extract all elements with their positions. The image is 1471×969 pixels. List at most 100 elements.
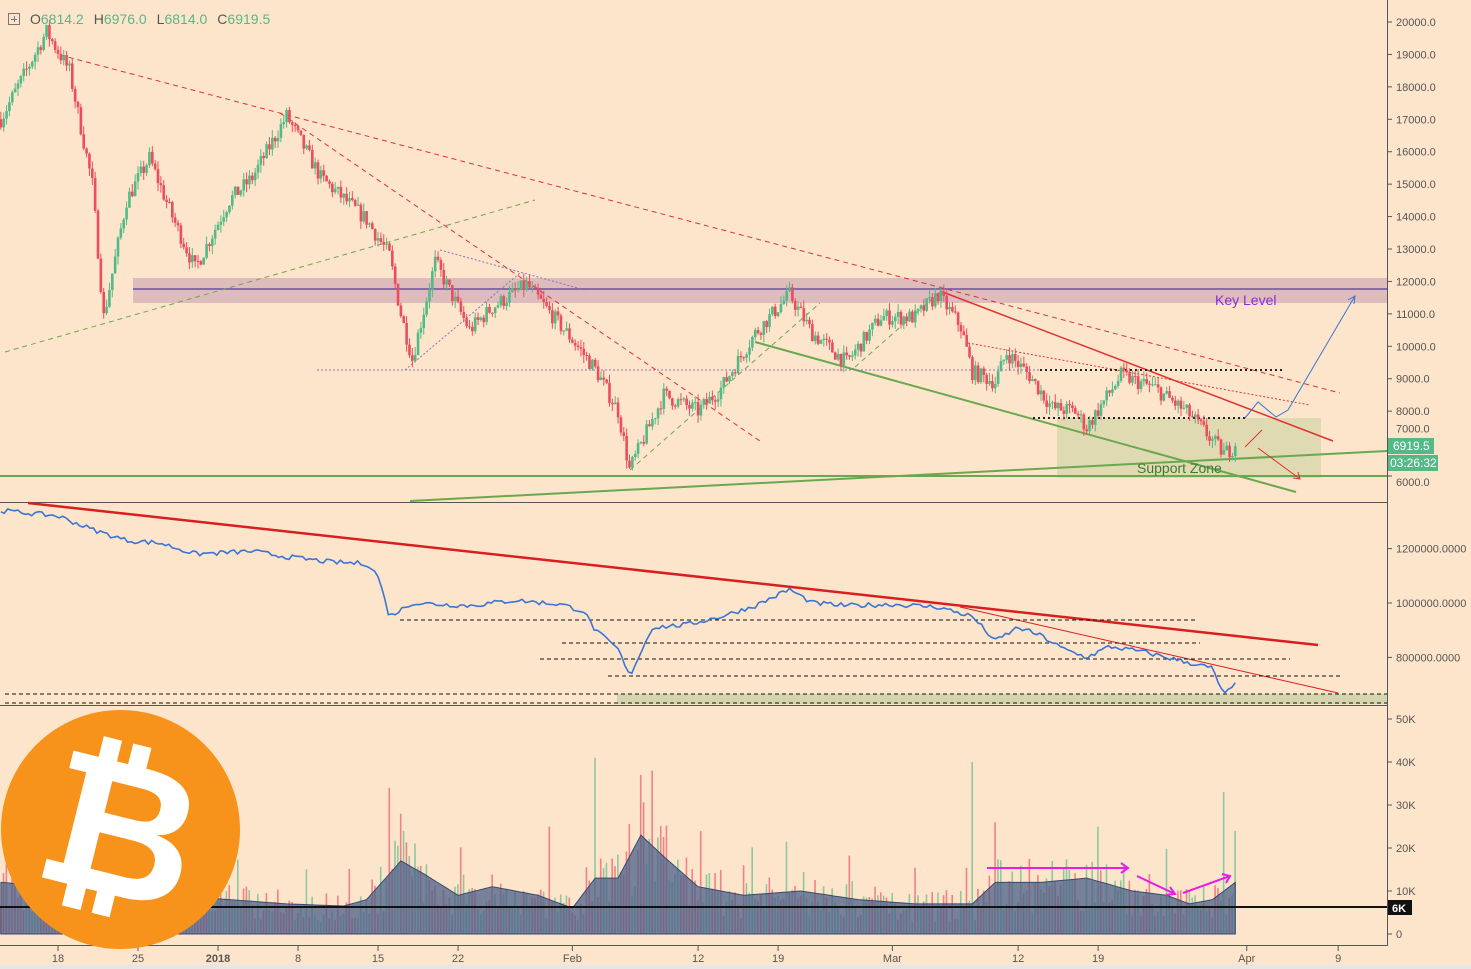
candle bbox=[208, 244, 211, 247]
resistance-line[interactable] bbox=[939, 290, 1334, 442]
candle bbox=[239, 190, 243, 195]
candle bbox=[791, 287, 794, 302]
volume-bar bbox=[305, 869, 308, 934]
expand-icon[interactable] bbox=[8, 13, 20, 25]
candle bbox=[536, 287, 540, 295]
falling-support-line[interactable] bbox=[754, 341, 1297, 493]
time-tick-label: 9 bbox=[1335, 953, 1341, 965]
candle bbox=[248, 175, 251, 185]
candle bbox=[345, 193, 348, 202]
triangle-line[interactable] bbox=[439, 249, 586, 291]
bearish-arrow[interactable] bbox=[1244, 429, 1301, 480]
candle bbox=[662, 388, 666, 409]
volume-bar bbox=[699, 831, 702, 934]
candle bbox=[759, 333, 763, 335]
candle bbox=[331, 183, 334, 193]
obv-line bbox=[0, 507, 1236, 694]
ohlc-close: C6919.5 bbox=[217, 11, 271, 27]
countdown-text: 03:26:32 bbox=[1390, 456, 1437, 470]
candle bbox=[42, 37, 46, 50]
candle bbox=[1105, 390, 1109, 401]
candle bbox=[788, 287, 791, 291]
candle bbox=[462, 312, 466, 319]
candle bbox=[342, 193, 346, 198]
candle bbox=[1019, 363, 1023, 368]
volume-arrows[interactable] bbox=[987, 862, 1232, 896]
candle bbox=[1151, 384, 1154, 386]
candle bbox=[133, 181, 137, 197]
candle bbox=[442, 269, 446, 285]
candle bbox=[1196, 414, 1200, 420]
candle bbox=[573, 342, 577, 346]
candle bbox=[579, 347, 583, 349]
candle bbox=[793, 301, 797, 310]
candle bbox=[508, 291, 511, 303]
volume-bar bbox=[965, 867, 968, 934]
candle bbox=[839, 353, 843, 366]
candle bbox=[373, 229, 377, 241]
candle bbox=[651, 419, 654, 427]
candle bbox=[808, 319, 811, 325]
candle bbox=[951, 306, 954, 312]
candle bbox=[762, 321, 766, 335]
candle bbox=[571, 339, 574, 343]
rising-support-line[interactable] bbox=[409, 450, 1388, 502]
candle bbox=[96, 210, 100, 259]
candle bbox=[408, 344, 411, 356]
candle bbox=[302, 134, 306, 149]
candle bbox=[353, 200, 357, 206]
resistance-line-dotted[interactable] bbox=[967, 342, 1311, 406]
candle bbox=[862, 332, 866, 352]
candle bbox=[939, 291, 943, 302]
time-tick-label: Apr bbox=[1238, 953, 1255, 965]
price-tick-label: 14000.0 bbox=[1396, 212, 1436, 224]
bullish-arrow[interactable] bbox=[1244, 295, 1356, 419]
candle bbox=[1085, 429, 1088, 432]
candle bbox=[699, 404, 703, 416]
candle bbox=[333, 188, 337, 193]
support-zone[interactable] bbox=[1057, 418, 1321, 478]
candle bbox=[639, 442, 643, 444]
candle bbox=[533, 286, 537, 288]
candle bbox=[996, 371, 1000, 385]
candle bbox=[165, 199, 168, 203]
triangle-line[interactable] bbox=[404, 272, 521, 371]
key-level-zone[interactable] bbox=[133, 278, 1387, 303]
candle bbox=[313, 162, 317, 169]
candle bbox=[673, 405, 677, 407]
candle bbox=[816, 335, 820, 344]
time-tick-label: 2018 bbox=[206, 953, 230, 965]
candle bbox=[65, 55, 68, 66]
candle bbox=[871, 322, 874, 330]
candle bbox=[1051, 402, 1054, 404]
candle bbox=[1159, 387, 1163, 401]
candle bbox=[513, 288, 517, 291]
candle bbox=[245, 179, 248, 185]
candle bbox=[242, 179, 246, 191]
candle bbox=[265, 144, 268, 159]
candle bbox=[611, 402, 614, 405]
candle bbox=[1179, 400, 1183, 409]
volume-tick-label: 30K bbox=[1396, 800, 1416, 812]
trendline-dashed-green[interactable] bbox=[4, 199, 536, 353]
obv-tick-label: 1200000.0000 bbox=[1396, 544, 1466, 556]
candle bbox=[1173, 400, 1177, 406]
candle bbox=[885, 310, 888, 317]
obv-trendline-thin[interactable] bbox=[959, 606, 1339, 694]
candle bbox=[933, 293, 937, 307]
candle bbox=[162, 185, 166, 200]
candle bbox=[891, 321, 894, 325]
candle bbox=[19, 75, 23, 84]
candle bbox=[519, 280, 523, 290]
candle bbox=[1093, 410, 1097, 425]
trendline-dashed[interactable] bbox=[279, 112, 761, 442]
candle bbox=[393, 266, 397, 284]
trendline-dashed[interactable] bbox=[59, 54, 1341, 394]
candle bbox=[268, 144, 271, 150]
candle bbox=[842, 352, 846, 366]
volume-tick-label: 40K bbox=[1396, 757, 1416, 769]
candle bbox=[819, 340, 823, 344]
obv-trendline[interactable] bbox=[27, 501, 1319, 647]
axes[interactable]: 20000.0 19000.0 18000.0 17000.0 16000.0 15000… bbox=[52, 17, 1466, 965]
